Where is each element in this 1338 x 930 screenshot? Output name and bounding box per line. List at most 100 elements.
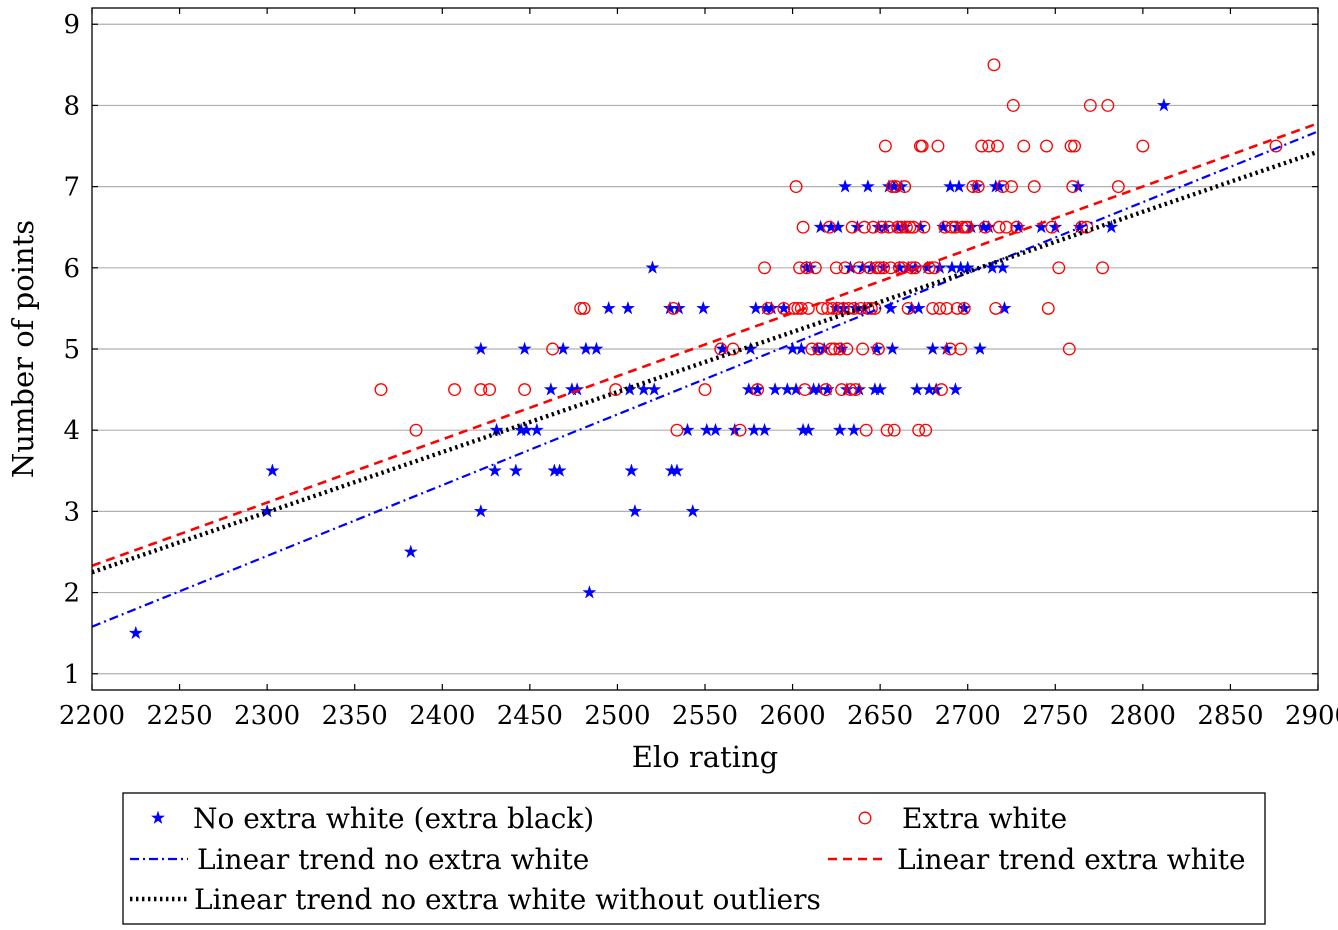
- data-point-extra-white: [954, 342, 968, 356]
- data-series: [92, 58, 1318, 640]
- legend-label: Linear trend no extra white: [197, 843, 589, 876]
- x-tick-label: 2700: [935, 701, 1001, 731]
- data-point-extra-white: [409, 423, 423, 437]
- data-point-extra-white: [887, 423, 901, 437]
- data-point-no-extra-white: [622, 382, 637, 396]
- legend-entry: Linear trend no extra white: [130, 843, 589, 876]
- data-point-no-extra-white: [1011, 219, 1026, 234]
- data-point-extra-white: [880, 423, 894, 437]
- legend-label: Extra white: [902, 802, 1067, 835]
- data-point-extra-white: [819, 383, 833, 397]
- x-tick-label: 2350: [322, 701, 388, 731]
- y-tick-label: 9: [63, 10, 80, 40]
- data-point-no-extra-white: [951, 179, 967, 193]
- data-point-extra-white: [1083, 98, 1097, 112]
- data-point-extra-white: [483, 383, 497, 397]
- data-point-extra-white: [950, 301, 964, 315]
- data-point-extra-white: [856, 342, 870, 356]
- x-tick-label: 2250: [146, 701, 212, 731]
- data-point-no-extra-white: [846, 422, 861, 437]
- y-tick-label: 1: [63, 660, 80, 690]
- data-point-extra-white: [999, 220, 1013, 234]
- data-point-extra-white: [840, 342, 854, 356]
- data-point-extra-white: [821, 301, 835, 315]
- legend-entry: Extra white: [858, 802, 1067, 835]
- data-point-extra-white: [945, 220, 959, 234]
- legend-circle-icon: [858, 811, 872, 825]
- data-point-no-extra-white: [627, 503, 643, 518]
- data-point-no-extra-white: [624, 463, 639, 477]
- data-point-no-extra-white: [403, 544, 418, 559]
- data-point-extra-white: [787, 301, 801, 315]
- data-point-extra-white: [698, 383, 712, 397]
- trend-line-dotted: [92, 149, 1318, 575]
- legend: No extra white (extra black) Extra white L…: [122, 792, 1266, 925]
- x-tick-label: 2750: [1022, 701, 1088, 731]
- data-point-extra-white: [898, 180, 912, 194]
- data-point-no-extra-white: [969, 179, 984, 193]
- data-point-extra-white: [922, 261, 936, 275]
- data-point-extra-white: [474, 383, 488, 397]
- data-point-no-extra-white: [1048, 219, 1063, 234]
- data-point-extra-white: [870, 261, 884, 275]
- data-point-no-extra-white: [801, 422, 816, 437]
- data-point-extra-white: [1040, 139, 1053, 153]
- data-point-extra-white: [982, 139, 996, 153]
- legend-label: No extra white (extra black): [193, 802, 594, 835]
- data-point-extra-white: [831, 301, 845, 315]
- data-point-extra-white: [866, 220, 880, 234]
- data-point-no-extra-white: [620, 300, 636, 315]
- data-point-no-extra-white: [473, 341, 488, 356]
- gridlines: [92, 23, 1318, 675]
- legend-entry: Linear trend extra white: [828, 843, 1246, 876]
- data-point-extra-white: [833, 342, 847, 356]
- data-point-extra-white: [891, 220, 905, 234]
- data-point-extra-white: [915, 139, 929, 153]
- data-point-no-extra-white: [645, 260, 660, 274]
- y-tick-label: 8: [63, 91, 80, 121]
- data-point-extra-white: [838, 261, 852, 275]
- data-point-extra-white: [1062, 342, 1076, 356]
- y-tick-label: 4: [63, 416, 80, 446]
- data-point-no-extra-white: [757, 422, 772, 437]
- data-point-extra-white: [758, 261, 771, 275]
- data-point-extra-white: [873, 261, 887, 275]
- data-point-extra-white: [794, 301, 808, 315]
- data-point-extra-white: [448, 383, 461, 397]
- data-point-extra-white: [574, 301, 588, 315]
- y-tick-label: 3: [63, 497, 80, 527]
- data-point-extra-white: [798, 383, 812, 397]
- data-point-extra-white: [971, 180, 985, 194]
- data-point-no-extra-white: [543, 382, 558, 396]
- data-point-extra-white: [1136, 139, 1150, 153]
- data-point-no-extra-white: [487, 463, 502, 477]
- legend-box: [122, 792, 1266, 925]
- data-point-extra-white: [987, 58, 1001, 72]
- data-point-extra-white: [733, 423, 747, 437]
- data-point-extra-white: [835, 383, 849, 397]
- data-point-extra-white: [714, 342, 728, 356]
- legend-star-icon: [150, 810, 166, 825]
- data-point-no-extra-white: [925, 341, 940, 356]
- data-point-extra-white: [843, 383, 857, 397]
- data-point-no-extra-white: [589, 341, 604, 356]
- data-point-extra-white: [836, 301, 850, 315]
- data-point-extra-white: [903, 220, 917, 234]
- data-point-extra-white: [889, 180, 903, 194]
- data-point-extra-white: [884, 261, 898, 275]
- data-point-no-extra-white: [748, 300, 763, 315]
- data-point-extra-white: [859, 423, 873, 437]
- data-point-extra-white: [927, 261, 941, 275]
- data-point-extra-white: [1064, 139, 1078, 153]
- data-point-extra-white: [926, 301, 940, 315]
- data-point-extra-white: [956, 220, 969, 234]
- y-tick-label: 6: [63, 254, 80, 284]
- data-point-extra-white: [815, 301, 829, 315]
- x-tick-label: 2850: [1197, 701, 1263, 731]
- data-point-no-extra-white: [972, 341, 988, 356]
- data-point-extra-white: [938, 220, 952, 234]
- data-point-no-extra-white: [570, 382, 585, 396]
- data-point-extra-white: [800, 261, 814, 275]
- data-point-extra-white: [670, 423, 684, 437]
